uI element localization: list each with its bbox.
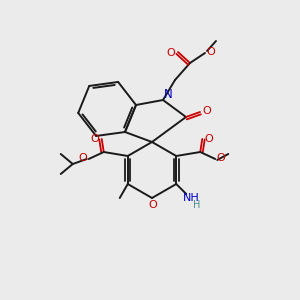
- Text: NH: NH: [183, 193, 200, 203]
- Text: O: O: [217, 153, 226, 163]
- Text: O: O: [167, 48, 176, 58]
- Text: N: N: [164, 88, 172, 100]
- Text: O: O: [205, 134, 214, 144]
- Text: O: O: [148, 200, 158, 210]
- Text: O: O: [78, 153, 87, 163]
- Text: O: O: [202, 106, 211, 116]
- Text: H: H: [193, 200, 200, 210]
- Text: O: O: [90, 134, 99, 144]
- Text: O: O: [207, 47, 215, 57]
